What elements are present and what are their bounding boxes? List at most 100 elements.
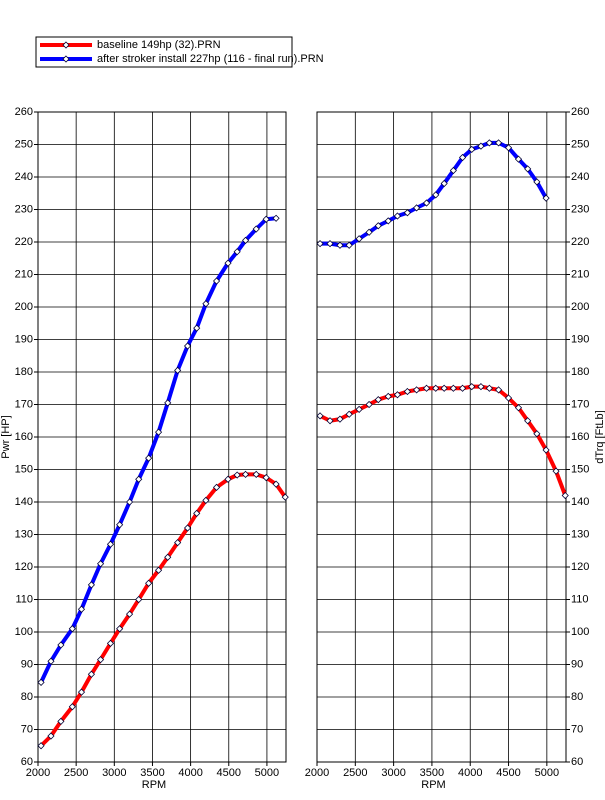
data-point [355, 235, 363, 243]
data-point [477, 142, 485, 150]
data-point [87, 670, 95, 678]
data-point [272, 214, 280, 222]
data-point [68, 625, 76, 633]
data-point [252, 470, 260, 478]
data-point [485, 384, 493, 392]
data-point [422, 199, 431, 207]
data-point [145, 454, 153, 462]
data-point [533, 430, 541, 438]
data-point [155, 428, 163, 436]
data-point [262, 474, 270, 482]
data-point [212, 483, 221, 491]
y-tick-label: 220 [571, 236, 589, 248]
data-point [504, 394, 513, 402]
y-tick-label: 110 [571, 593, 589, 605]
data-point [145, 579, 153, 587]
data-point [422, 384, 431, 392]
y-tick-label: 140 [15, 496, 33, 508]
data-point [233, 471, 241, 479]
data-point [374, 396, 382, 404]
data-point [224, 475, 232, 483]
y-tick-label: 100 [571, 626, 589, 638]
y-tick-label: 170 [571, 398, 589, 410]
data-point [193, 324, 201, 332]
y-tick-label: 100 [15, 626, 33, 638]
y-tick-label: 160 [571, 431, 589, 443]
x-tick-label: 5000 [255, 767, 279, 779]
y-axis-title: dTrq [FtLb] [594, 410, 605, 463]
y-tick-label: 190 [571, 333, 589, 345]
x-tick-label: 2500 [343, 767, 367, 779]
y-tick-label: 120 [571, 561, 589, 573]
series-line [319, 384, 568, 497]
data-point [262, 215, 270, 223]
data-point [97, 560, 105, 568]
data-point [37, 742, 45, 750]
data-point [316, 412, 324, 420]
y-tick-label: 170 [15, 398, 33, 410]
data-point [281, 493, 289, 501]
data-point [336, 241, 344, 249]
data-point [77, 688, 86, 696]
data-point [384, 392, 392, 400]
y-tick-label: 90 [21, 658, 33, 670]
data-point [393, 391, 402, 399]
data-point [384, 217, 392, 225]
data-point [77, 605, 86, 613]
data-point [106, 540, 115, 548]
x-tick-label: 5000 [535, 767, 559, 779]
legend-marker [62, 41, 70, 49]
data-point [552, 467, 560, 475]
data-point [365, 400, 373, 409]
legend-label: after stroker install 227hp (116 - final… [97, 53, 324, 65]
y-tick-label: 210 [571, 268, 589, 280]
data-point [316, 240, 324, 248]
y-tick-label: 60 [571, 756, 583, 768]
y-tick-label: 190 [15, 333, 33, 345]
data-point [183, 342, 192, 350]
data-point [233, 248, 241, 256]
x-tick-label: 2000 [26, 767, 50, 779]
data-point [47, 657, 55, 665]
data-point [403, 209, 411, 217]
data-point [403, 387, 411, 396]
y-tick-label: 140 [571, 496, 589, 508]
y-tick-label: 250 [571, 138, 589, 150]
data-point [495, 139, 503, 147]
y-tick-label: 200 [571, 301, 589, 313]
data-point [183, 524, 192, 532]
data-point [504, 144, 513, 152]
data-point [355, 405, 363, 413]
data-point [477, 383, 485, 391]
data-point [116, 625, 124, 633]
x-tick-label: 4000 [458, 767, 482, 779]
data-point [212, 277, 221, 285]
y-tick-label: 240 [571, 171, 589, 183]
x-tick-label: 4000 [178, 767, 202, 779]
x-axis-title: RPM [421, 779, 445, 791]
data-point [374, 222, 382, 230]
data-point [57, 641, 65, 649]
data-point [193, 509, 201, 517]
y-tick-label: 200 [15, 301, 33, 313]
data-point [524, 417, 532, 425]
data-point [241, 470, 250, 478]
data-point [135, 595, 143, 604]
data-point [224, 259, 232, 267]
legend-label: baseline 149hp (32).PRN [97, 39, 221, 51]
y-tick-label: 180 [571, 366, 589, 378]
y-axis-title: Pwr [HP] [0, 415, 12, 458]
x-tick-label: 4500 [496, 767, 520, 779]
data-point [37, 678, 45, 686]
y-tick-label: 240 [15, 171, 33, 183]
data-point [468, 145, 476, 153]
data-point [449, 384, 457, 392]
y-tick-label: 130 [15, 528, 33, 540]
data-point [155, 566, 163, 574]
data-point [542, 194, 550, 202]
data-point [116, 521, 124, 529]
data-point [440, 179, 448, 188]
data-point [87, 581, 95, 589]
plot-frame [37, 111, 287, 763]
